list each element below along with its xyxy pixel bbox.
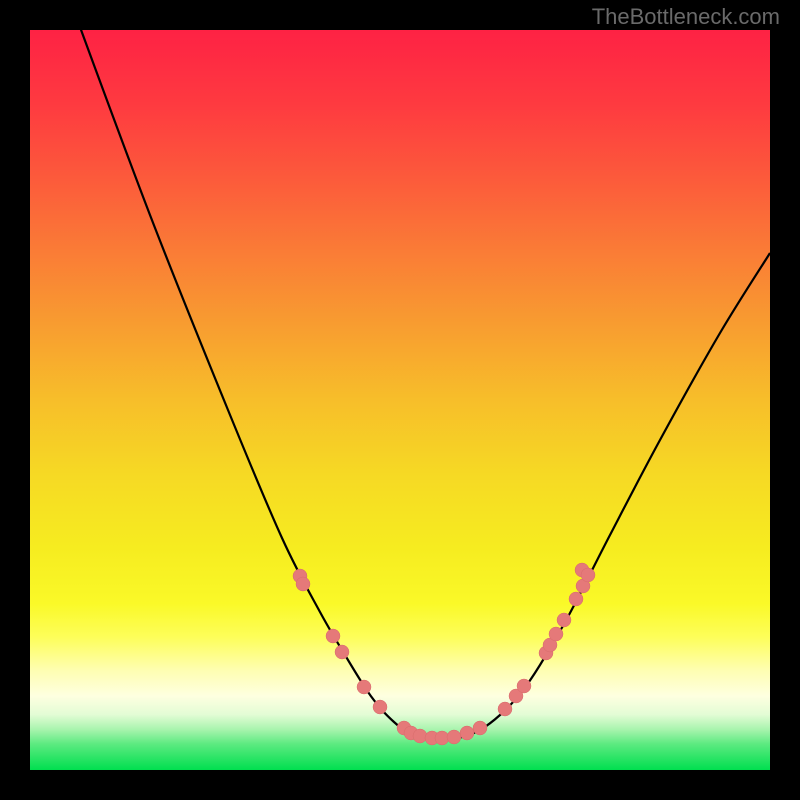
data-marker (460, 726, 474, 740)
data-marker (498, 702, 512, 716)
data-marker (413, 729, 427, 743)
watermark-text: TheBottleneck.com (592, 4, 780, 30)
data-marker (447, 730, 461, 744)
chart-canvas (0, 0, 800, 800)
data-marker (549, 627, 563, 641)
data-marker (557, 613, 571, 627)
data-marker (373, 700, 387, 714)
data-marker (326, 629, 340, 643)
data-marker (357, 680, 371, 694)
data-marker (335, 645, 349, 659)
data-marker (473, 721, 487, 735)
data-marker (296, 577, 310, 591)
data-marker (517, 679, 531, 693)
gradient-background (30, 30, 770, 770)
chart-container: TheBottleneck.com (0, 0, 800, 800)
data-marker (581, 568, 595, 582)
data-marker (569, 592, 583, 606)
